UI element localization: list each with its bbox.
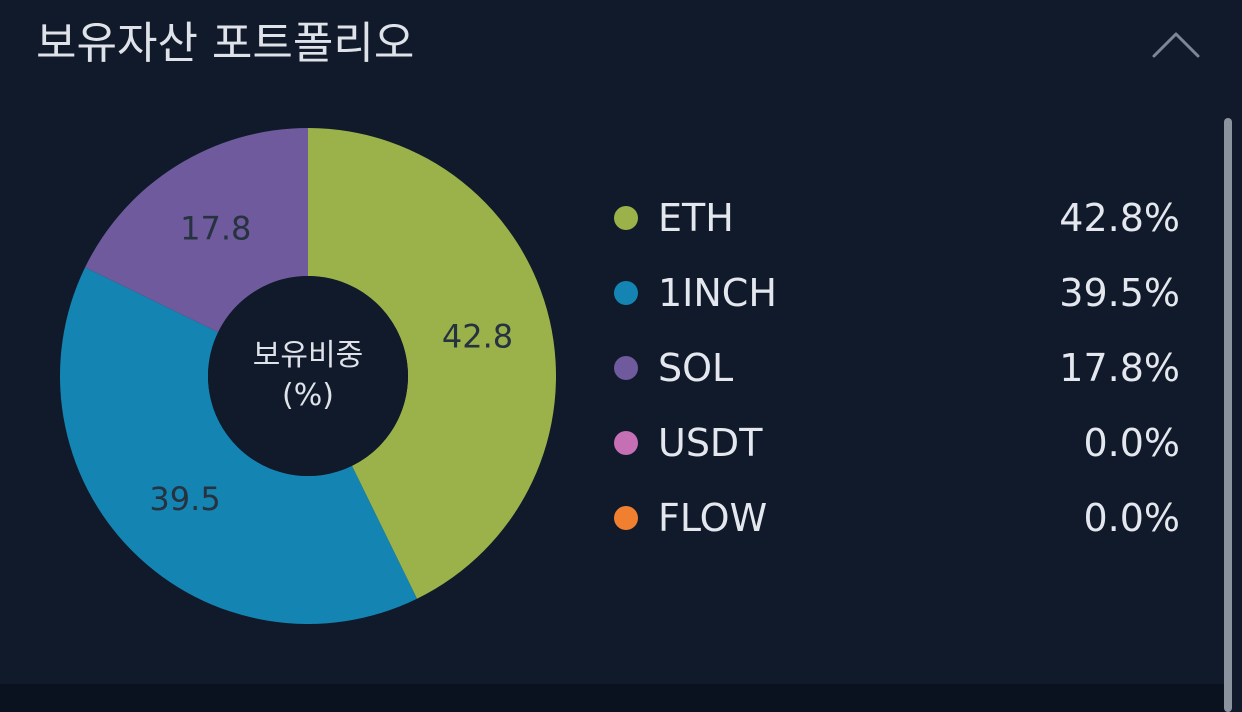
slice-label-eth: 42.8 xyxy=(442,318,513,356)
legend-item-usdt[interactable]: USDT 0.0% xyxy=(612,405,1180,480)
donut-center-label-line2: (%) xyxy=(282,378,334,413)
legend-asset-name: 1INCH xyxy=(658,271,777,315)
1inch-color-dot xyxy=(614,281,638,305)
legend-asset-percent: 39.5% xyxy=(1059,271,1180,315)
sol-color-dot xyxy=(614,356,638,380)
legend-asset-percent: 0.0% xyxy=(1083,421,1180,465)
chevron-up-icon xyxy=(1152,32,1200,58)
portfolio-donut-chart: 42.8 39.5 17.8 xyxy=(60,128,556,624)
donut-center-label: 보유비중 (%) xyxy=(208,336,408,416)
panel-title: 보유자산 포트폴리오 xyxy=(36,18,415,69)
flow-color-dot xyxy=(614,506,638,530)
legend-asset-name: SOL xyxy=(658,346,734,390)
slice-sol[interactable] xyxy=(85,128,308,333)
legend-item-flow[interactable]: FLOW 0.0% xyxy=(612,480,1180,555)
slice-1inch[interactable] xyxy=(60,267,418,624)
legend-asset-name: USDT xyxy=(658,421,763,465)
legend-asset-percent: 0.0% xyxy=(1083,496,1180,540)
panel-footer-strip xyxy=(0,684,1224,712)
portfolio-legend: ETH 42.8% 1INCH 39.5% SOL 17.8% USDT 0.0… xyxy=(612,180,1180,555)
donut-center-label-line1: 보유비중 xyxy=(252,338,364,373)
donut-hole xyxy=(208,276,408,476)
slice-label-sol: 17.8 xyxy=(180,209,251,247)
slice-label-1inch: 39.5 xyxy=(149,480,220,518)
scrollbar-thumb[interactable] xyxy=(1224,118,1232,712)
collapse-toggle-button[interactable] xyxy=(1140,18,1212,70)
legend-asset-percent: 17.8% xyxy=(1059,346,1180,390)
legend-asset-percent: 42.8% xyxy=(1059,196,1180,240)
legend-item-1inch[interactable]: 1INCH 39.5% xyxy=(612,255,1180,330)
legend-asset-name: FLOW xyxy=(658,496,768,540)
slice-eth[interactable] xyxy=(308,128,556,599)
legend-asset-name: ETH xyxy=(658,196,734,240)
legend-item-eth[interactable]: ETH 42.8% xyxy=(612,180,1180,255)
eth-color-dot xyxy=(614,206,638,230)
legend-item-sol[interactable]: SOL 17.8% xyxy=(612,330,1180,405)
usdt-color-dot xyxy=(614,431,638,455)
